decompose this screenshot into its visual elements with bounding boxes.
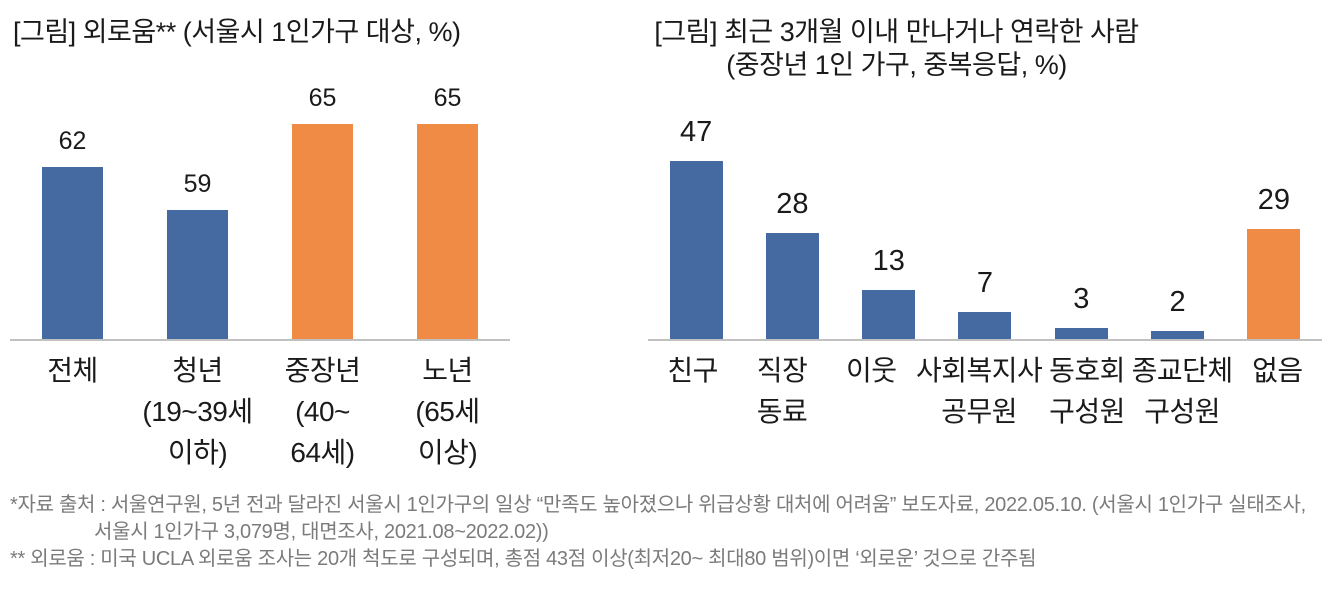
bar-column: 7 [937,81,1033,339]
category-labels-row: 친구 직장 동료 이웃 사회복지사 공무원 동호회 구성원 종교단체 구성원 없음 [648,341,1322,432]
category-label-line: (65세 [415,396,480,427]
category-label-line: 이웃 [846,355,897,386]
category-label-line: 64세) [290,437,355,468]
bar-value-label: 62 [58,126,87,155]
plot-area: 62 59 65 65 [10,81,510,341]
category-label-line: 구성원 [1144,396,1221,427]
category-label-line: 사회복지사 [915,355,1043,386]
bar-column: 59 [135,81,260,339]
bar [958,312,1012,339]
bar-column: 62 [10,81,135,339]
category-label-line: 공무원 [941,396,1018,427]
bar [42,167,103,339]
category-label: 이웃 [827,350,916,432]
bar-value-label: 29 [1257,184,1290,217]
bar-value-label: 2 [1169,286,1186,319]
right-chart-title-line-1: [그림] 최근 3개월 이내 만나거나 연락한 사람 [654,17,1139,47]
category-label-line: (40~ [295,396,350,427]
bar [417,124,478,339]
bar [765,233,819,339]
bar [862,290,916,339]
bar-column: 2 [1129,81,1225,339]
bar-column: 47 [648,81,744,339]
category-label-line: 이상) [417,437,478,468]
bar [669,161,723,339]
plot-area: 47 28 13 7 3 2 29 [648,81,1322,341]
bar-column: 3 [1033,81,1129,339]
footnote-loneliness-definition: ** 외로움 : 미국 UCLA 외로움 조사는 20개 척도로 구성되며, 총… [10,548,1037,570]
bar-value-label: 7 [976,267,994,300]
category-label-line: (19~39세 [142,396,253,427]
category-label-line: 청년 [172,355,223,386]
category-label-line: 종교단체 [1131,355,1234,386]
bar-value-label: 3 [1073,283,1090,316]
category-label-line: 직장 [756,355,808,386]
bar [292,124,353,339]
category-label: 없음 [1233,350,1322,432]
category-label-line: 친구 [667,355,718,386]
right-chart-title: [그림] 최근 3개월 이내 만나거나 연락한 사람 (중장년 1인 가구, 중… [653,16,1140,82]
category-label-line: 전체 [47,355,98,386]
bar-column: 28 [744,81,840,339]
bar-value-label: 47 [680,116,713,149]
category-label: 친구 [648,350,737,432]
category-label: 전체 [10,350,135,473]
contacts-bar-chart: 47 28 13 7 3 2 29 친구 직장 동료 이웃 사회복지사 공무원 동호회 구성원 종교단체 구성… [648,81,1322,432]
category-label-line: 없음 [1252,355,1303,386]
category-label-line: 노년 [422,355,473,386]
footnotes: *자료 출처 : 서울연구원, 5년 전과 달라진 서울시 1인가구의 일상 “… [10,492,1340,573]
bar [167,210,228,339]
left-chart-title: [그림] 외로움** (서울시 1인가구 대상, %) [13,17,461,47]
bar-value-label: 65 [433,83,462,112]
bar-column: 29 [1226,81,1322,339]
category-label-line: 구성원 [1049,396,1125,427]
bar [1151,331,1205,339]
category-label: 중장년 (40~ 64세) [260,350,385,473]
category-label-line: 동호회 [1049,355,1125,386]
bar-value-label: 28 [776,188,809,221]
footnote-source-line-2: 서울시 1인가구 3,079명, 대면조사, 2021.08~2022.02)) [94,521,549,543]
bar-value-label: 13 [872,245,905,278]
bar-column: 13 [841,81,937,339]
category-label-line: 동료 [756,396,808,427]
bar-value-label: 59 [183,169,212,198]
bar-column: 65 [260,81,385,339]
bar [1247,229,1301,339]
footnote-source-line-1: *자료 출처 : 서울연구원, 5년 전과 달라진 서울시 1인가구의 일상 “… [10,494,1306,516]
bar [1054,328,1108,339]
bar-value-label: 65 [308,83,337,112]
right-chart-title-line-2: (중장년 1인 가구, 중복응답, %) [726,50,1067,80]
bar-column: 65 [385,81,510,339]
category-label-line: 중장년 [284,355,361,386]
category-label-line: 이하) [167,437,228,468]
